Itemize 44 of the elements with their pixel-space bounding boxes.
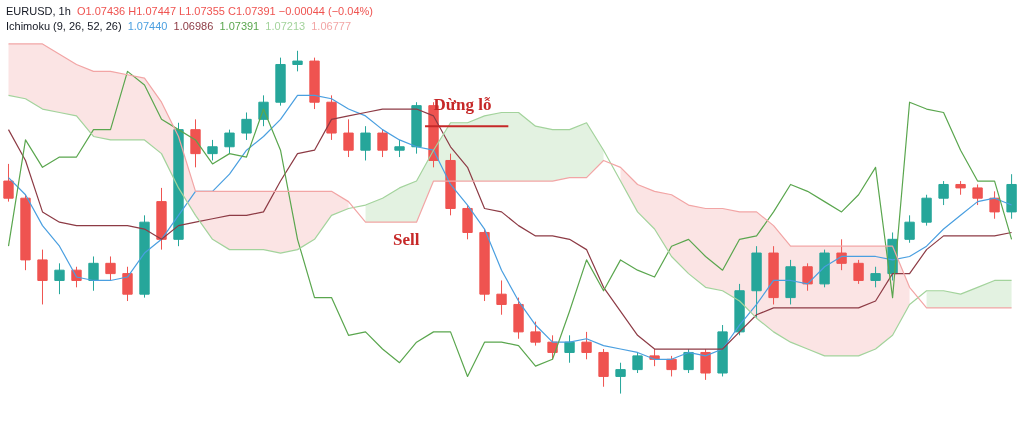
chart-title: EURUSD, 1h [6,5,71,17]
candlestick [666,355,677,377]
candlestick [615,362,626,395]
annotation: Sell [393,229,420,249]
candlestick [989,190,1000,220]
candlestick [938,180,949,206]
candlestick [632,351,643,374]
candlestick [292,50,303,72]
candlestick [224,129,235,155]
candlestick [581,331,592,360]
candlestick [972,183,983,206]
candlestick [207,139,218,161]
candlestick [870,266,881,288]
text: 1.06986 [173,20,214,32]
candlestick [853,259,864,285]
candlestick [904,214,915,244]
candlestick [122,266,133,302]
legend-title: Ichimoku (9, 26, 52, 26) [6,20,122,32]
candlestick [37,249,48,305]
candlestick [360,125,371,161]
text: 1.06777 [311,20,352,32]
chart-subtitle: O1.07436 H1.07447 L1.07355 C1.07391 −0.00044 (−0.04%) [76,5,373,17]
annotation: Dừng lỗ [433,95,492,115]
candlestick [88,255,99,292]
candlestick [377,129,388,158]
candlestick [241,111,252,141]
candlestick [836,238,847,271]
text: 1.07391 [219,20,260,32]
candlestick [54,262,65,295]
candlestick [190,118,201,168]
text: 1.07213 [265,20,306,32]
candlestick [530,321,541,347]
candlestick [921,194,932,227]
candlestick [3,163,14,203]
candlestick [700,348,711,381]
candlestick [802,262,813,292]
candlestick [105,255,116,281]
candlestick [683,348,694,374]
candlestick [343,118,354,158]
text: 1.07440 [127,20,168,32]
candlestick [564,334,575,364]
candlestick [462,204,473,240]
candlestick [598,348,609,388]
candlestick [496,279,507,316]
